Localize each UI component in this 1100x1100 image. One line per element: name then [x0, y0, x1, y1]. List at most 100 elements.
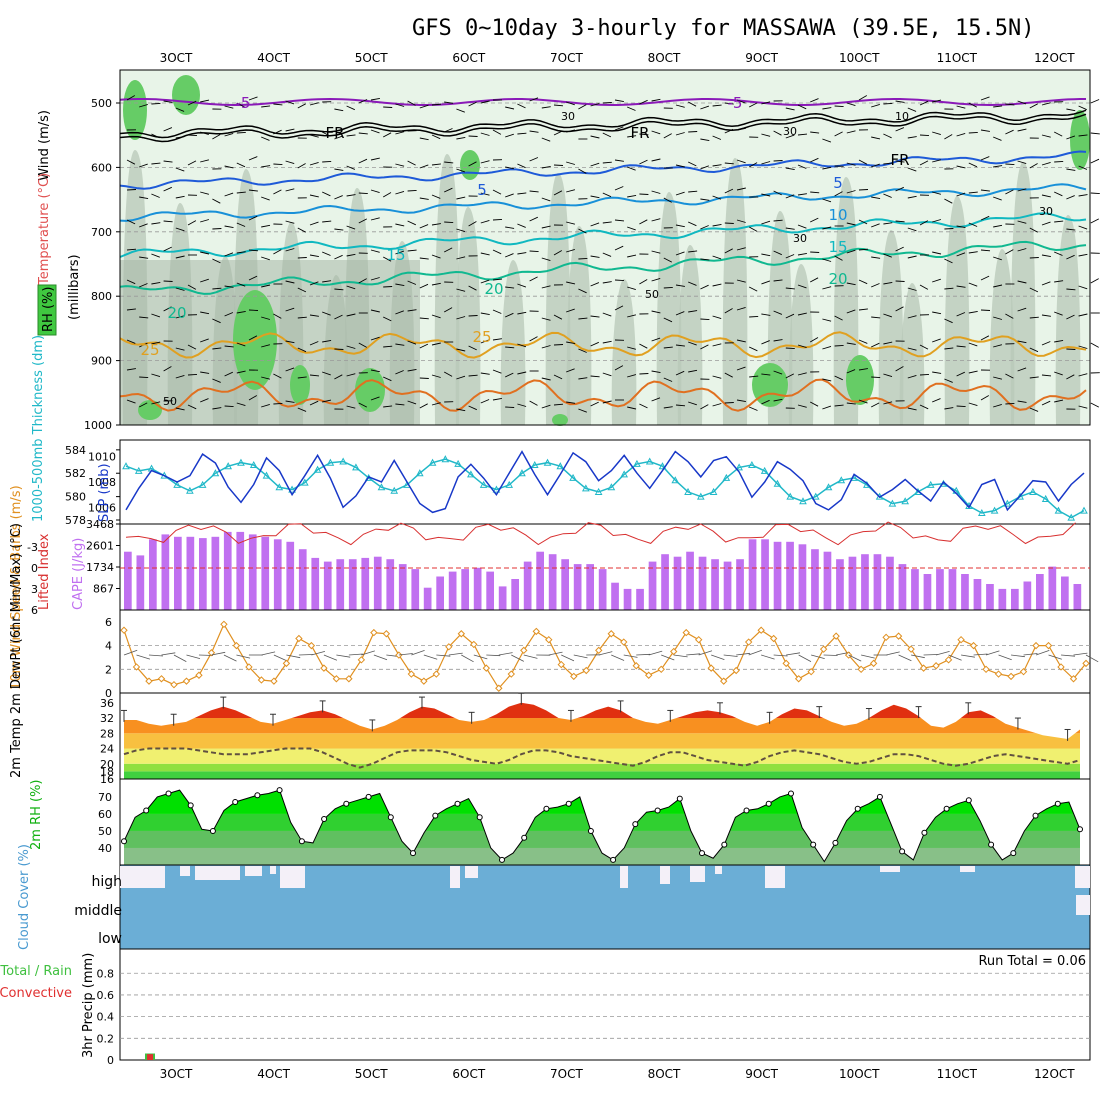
wind-barb — [1054, 339, 1064, 343]
wind10m-barb — [786, 652, 801, 656]
wind10m-barb — [486, 654, 501, 657]
rh2m-point — [632, 821, 639, 828]
wind10m-barb — [261, 651, 276, 656]
wind-barb — [736, 366, 746, 371]
rh-contour-label: 30 — [793, 232, 807, 245]
wind-barb — [370, 129, 380, 134]
wind10m-ytick: 2 — [105, 663, 112, 676]
wind-barb — [212, 198, 221, 204]
wind-barb — [773, 310, 783, 315]
thickness-point — [786, 492, 795, 500]
wind-barb — [297, 287, 307, 293]
wind-barb — [675, 370, 685, 376]
wind10m-barb — [148, 654, 164, 657]
cape-bar — [648, 561, 657, 610]
wind-barb — [139, 342, 148, 348]
upper-ytick-label: 700 — [91, 226, 112, 239]
wind-barb — [1066, 348, 1076, 350]
wind-barb — [736, 219, 746, 223]
wind-barb — [322, 251, 331, 256]
wind-barb — [956, 371, 965, 377]
wind10m-barb — [935, 651, 950, 656]
wind-barb — [700, 105, 710, 110]
wind-barb — [602, 340, 612, 344]
wind-barb — [187, 373, 198, 376]
temp-ytick: 32 — [100, 712, 114, 725]
wind-barb — [346, 225, 356, 230]
wind-barb — [883, 193, 892, 198]
wind-barb — [932, 371, 942, 374]
wind-barb — [761, 313, 771, 316]
wind-barb — [785, 313, 795, 319]
wind10m-point — [220, 620, 228, 628]
wind-barb — [553, 403, 564, 406]
wind-barb — [712, 164, 722, 167]
wind-barb — [785, 134, 795, 139]
wind-barb — [468, 345, 477, 351]
cape-ytick: 1734 — [86, 561, 114, 574]
wind-barb — [712, 135, 722, 140]
thickness-point — [300, 478, 309, 486]
wind10m-point — [869, 659, 878, 668]
wind-barb — [797, 164, 807, 169]
cloud-ylabel: Cloud Cover (%) — [17, 844, 32, 950]
wind10m-barb — [686, 653, 701, 656]
wind-barb — [566, 401, 576, 404]
wind-barb — [468, 135, 478, 137]
wind-barb — [212, 378, 221, 383]
wind-barb — [517, 163, 526, 169]
wind-barb — [553, 344, 564, 346]
wind-barb — [566, 281, 576, 285]
contour-label: 5 — [477, 181, 487, 199]
wind-barb — [932, 338, 941, 343]
wind-barb — [834, 255, 843, 261]
wind10m-point — [670, 647, 678, 656]
wind-barb — [334, 168, 344, 171]
wind10m-point — [932, 662, 940, 670]
wind10m-point — [707, 664, 715, 672]
rh2m-point — [765, 800, 772, 807]
wind-barb — [175, 374, 185, 379]
wind-barb — [175, 347, 185, 351]
wind-barb — [346, 165, 356, 170]
wind10m-point — [607, 630, 615, 638]
wind-barb — [1054, 220, 1064, 223]
rh-high-region — [552, 414, 568, 426]
li-ytick: -3 — [27, 541, 38, 554]
wind-barb — [285, 340, 295, 344]
wind-barb — [505, 193, 514, 198]
cape-bar — [898, 564, 907, 610]
rh-contour-label: 30 — [783, 125, 797, 138]
wind-barb — [419, 197, 429, 200]
wind-barb — [919, 100, 929, 106]
wind10m-point — [744, 638, 753, 646]
cape-bar — [836, 559, 844, 610]
cape-bar — [1011, 588, 1019, 610]
temp-ytick: 18 — [100, 765, 114, 778]
wind-barb — [309, 374, 320, 377]
wind-barb — [236, 102, 246, 108]
wind-barb — [980, 309, 991, 311]
cape-bar — [861, 554, 869, 610]
rh2m-point — [1077, 826, 1083, 833]
wind-barb — [773, 190, 782, 196]
cape-bar — [536, 551, 544, 610]
wind-barb — [273, 402, 283, 405]
wind-barb — [871, 316, 881, 319]
rh2m-point — [165, 790, 172, 797]
wind-barb — [761, 340, 770, 345]
wind-barb — [651, 130, 661, 135]
contour-10 — [119, 183, 1087, 222]
wind-barb — [810, 251, 820, 253]
rh-shade-region — [677, 245, 703, 425]
wind-barb — [529, 130, 539, 133]
wind-barb — [944, 258, 953, 264]
wind10m-point — [907, 645, 915, 653]
wind10m-barb — [336, 654, 351, 658]
wind-barb — [505, 286, 515, 289]
wind-barb — [614, 279, 625, 282]
wind-barb — [712, 343, 722, 347]
wind-barb — [627, 166, 636, 171]
wind10m-point — [407, 670, 416, 678]
wind-barb — [663, 133, 672, 139]
